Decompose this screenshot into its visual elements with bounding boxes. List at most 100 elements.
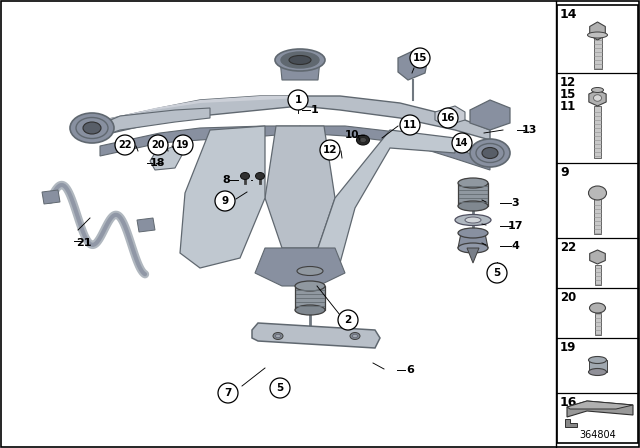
Ellipse shape — [83, 122, 101, 134]
Ellipse shape — [281, 52, 319, 68]
Polygon shape — [567, 401, 633, 417]
Text: 19: 19 — [176, 140, 189, 150]
Bar — [594, 199, 601, 234]
Polygon shape — [252, 323, 380, 348]
Polygon shape — [150, 146, 182, 170]
Text: 2: 2 — [344, 315, 351, 325]
Text: 21: 21 — [76, 238, 92, 248]
Circle shape — [320, 140, 340, 160]
Text: 7: 7 — [224, 388, 232, 398]
Polygon shape — [300, 126, 490, 170]
Polygon shape — [470, 100, 510, 130]
Text: 22: 22 — [118, 140, 132, 150]
Polygon shape — [180, 126, 265, 268]
Circle shape — [438, 108, 458, 128]
Text: 16: 16 — [441, 113, 455, 123]
Bar — [595, 265, 600, 285]
Polygon shape — [467, 248, 479, 263]
Polygon shape — [100, 126, 300, 156]
Text: 9: 9 — [221, 196, 228, 206]
Polygon shape — [318, 130, 455, 263]
Text: 4: 4 — [511, 241, 519, 251]
Ellipse shape — [465, 217, 481, 223]
Polygon shape — [255, 248, 345, 286]
Text: 14: 14 — [560, 8, 577, 21]
Polygon shape — [265, 126, 335, 248]
Ellipse shape — [458, 228, 488, 238]
Circle shape — [410, 48, 430, 68]
Ellipse shape — [470, 139, 510, 167]
Ellipse shape — [589, 369, 607, 375]
Circle shape — [400, 115, 420, 135]
Polygon shape — [300, 96, 490, 140]
Ellipse shape — [458, 178, 488, 188]
Ellipse shape — [353, 334, 358, 338]
Ellipse shape — [593, 95, 602, 101]
Ellipse shape — [591, 87, 604, 92]
Circle shape — [215, 191, 235, 211]
Polygon shape — [458, 233, 488, 248]
Text: 15: 15 — [560, 88, 577, 101]
Polygon shape — [42, 190, 60, 204]
Polygon shape — [90, 96, 300, 123]
Ellipse shape — [458, 243, 488, 253]
Ellipse shape — [289, 56, 311, 65]
Text: 16: 16 — [560, 396, 577, 409]
Circle shape — [452, 133, 472, 153]
Text: 3: 3 — [511, 198, 519, 208]
Text: 19: 19 — [560, 341, 577, 354]
Circle shape — [338, 310, 358, 330]
Polygon shape — [567, 401, 633, 409]
Bar — [595, 313, 600, 335]
Text: 11: 11 — [403, 120, 417, 130]
Ellipse shape — [70, 113, 114, 143]
Text: 12: 12 — [560, 76, 576, 89]
Polygon shape — [398, 50, 428, 80]
Text: 1: 1 — [294, 95, 301, 105]
Text: 13: 13 — [522, 125, 537, 135]
Ellipse shape — [273, 332, 283, 340]
Text: 20: 20 — [560, 291, 576, 304]
Ellipse shape — [360, 138, 367, 142]
Text: 17: 17 — [508, 221, 523, 231]
Ellipse shape — [295, 281, 325, 291]
Text: 14: 14 — [455, 138, 468, 148]
Ellipse shape — [297, 267, 323, 276]
Ellipse shape — [482, 147, 498, 159]
Polygon shape — [435, 106, 465, 126]
Polygon shape — [458, 183, 488, 206]
Ellipse shape — [255, 172, 264, 180]
Text: 15: 15 — [413, 53, 428, 63]
Text: 11: 11 — [560, 100, 576, 113]
Ellipse shape — [356, 135, 369, 145]
Polygon shape — [92, 108, 210, 140]
Polygon shape — [589, 250, 605, 264]
Text: 5: 5 — [493, 268, 500, 278]
Text: 20: 20 — [151, 140, 164, 150]
Ellipse shape — [455, 215, 491, 225]
Bar — [594, 106, 601, 158]
Circle shape — [173, 135, 193, 155]
Polygon shape — [280, 60, 320, 80]
Text: 6: 6 — [406, 365, 414, 375]
Ellipse shape — [589, 303, 605, 313]
Bar — [557, 5, 638, 443]
Ellipse shape — [350, 332, 360, 340]
Circle shape — [288, 90, 308, 110]
Text: 364804: 364804 — [579, 430, 616, 440]
Text: 1: 1 — [311, 105, 319, 115]
Ellipse shape — [589, 357, 607, 363]
Polygon shape — [565, 419, 577, 427]
Ellipse shape — [241, 172, 250, 180]
Ellipse shape — [275, 334, 280, 338]
Text: 18: 18 — [149, 158, 164, 168]
Polygon shape — [137, 218, 155, 232]
Ellipse shape — [76, 117, 108, 138]
Polygon shape — [589, 360, 607, 372]
Ellipse shape — [458, 201, 488, 211]
Ellipse shape — [476, 143, 504, 163]
Ellipse shape — [589, 186, 607, 200]
Text: 8: 8 — [222, 175, 230, 185]
Text: 5: 5 — [276, 383, 284, 393]
Circle shape — [115, 135, 135, 155]
